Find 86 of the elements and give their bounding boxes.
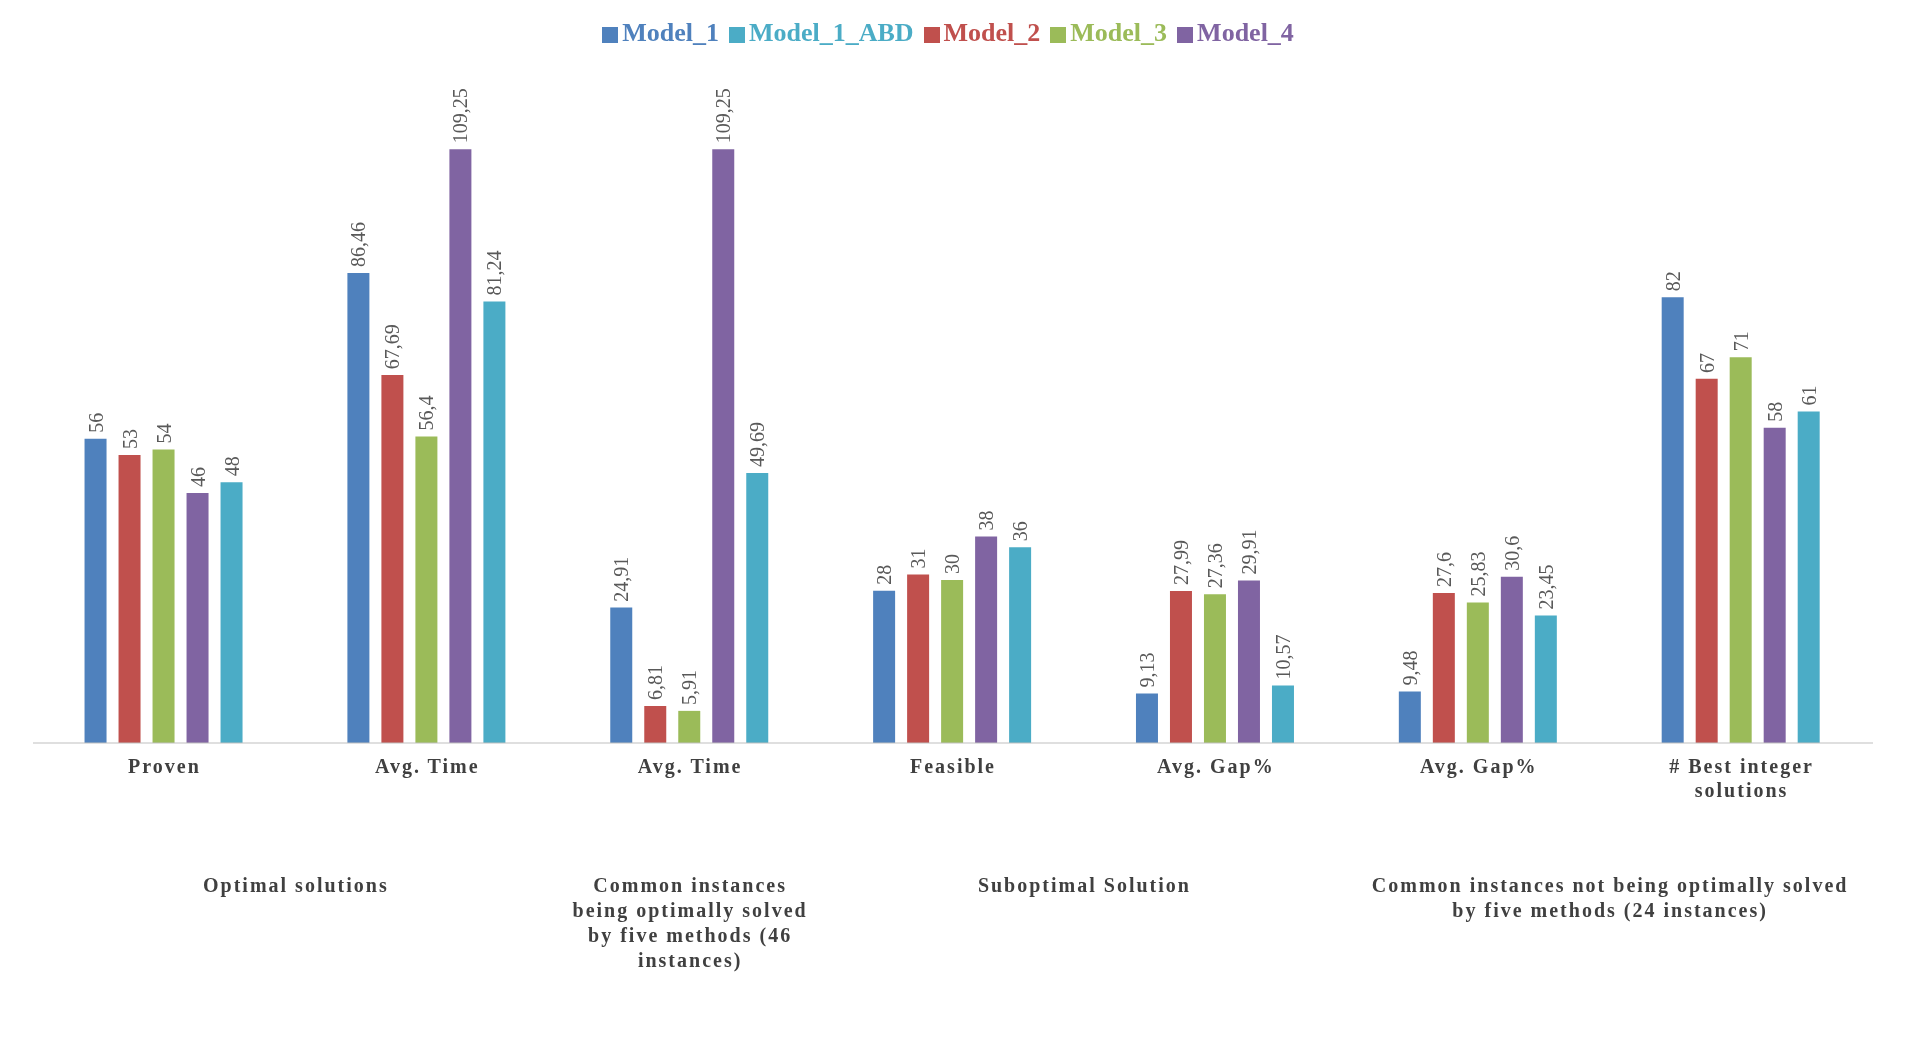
bar: [1729, 357, 1752, 743]
data-label: 61: [1797, 385, 1820, 406]
bar: [1203, 594, 1226, 743]
bar: [1009, 547, 1032, 743]
data-label: 5,91: [678, 669, 701, 705]
bar: [1661, 297, 1684, 743]
bar: [84, 438, 107, 743]
data-label: 30,6: [1500, 535, 1523, 571]
data-label: 27,36: [1203, 543, 1226, 589]
data-label: 9,13: [1135, 652, 1158, 688]
data-label: 56: [84, 412, 107, 433]
legend-label: Model_1_ABD: [748, 18, 914, 47]
bar: [152, 449, 175, 743]
data-label: 24,91: [610, 556, 633, 602]
bar: [746, 472, 769, 743]
data-label: 27,99: [1169, 539, 1192, 585]
data-label: 82: [1661, 271, 1684, 292]
legend-label: Model_3: [1070, 18, 1168, 47]
legend-label: Model_1: [622, 18, 719, 47]
x-tick-label: Avg. Gap%: [1419, 755, 1538, 778]
bar: [678, 710, 701, 743]
x-tick-label: Avg. Time: [637, 755, 743, 778]
data-label: 31: [907, 548, 930, 569]
bar: [1169, 590, 1192, 743]
bar: [610, 607, 633, 743]
data-label: 10,57: [1271, 634, 1294, 680]
text: Common instances being optimally solved by five methods (46 instances): [571, 873, 809, 973]
data-label: 36: [1009, 521, 1032, 542]
bar: [873, 590, 896, 743]
bar: [1398, 691, 1421, 743]
text: Common instances not being optimally solved by five methods (24 instances): [1370, 873, 1850, 923]
bar: [220, 482, 243, 743]
bar: [1500, 576, 1523, 743]
bar: [1797, 411, 1820, 743]
data-label: 27,6: [1432, 552, 1455, 587]
bar: [1237, 580, 1260, 743]
bar: [644, 705, 667, 743]
bar: [381, 375, 404, 743]
data-label: 6,81: [644, 664, 667, 700]
data-label: 54: [152, 423, 175, 444]
legend-label: Model_4: [1197, 18, 1294, 47]
text: Optimal solutions: [202, 873, 390, 898]
data-label: 23,45: [1534, 564, 1557, 610]
data-label: 67: [1695, 352, 1718, 373]
data-label: 49,69: [746, 421, 769, 467]
bar: [1466, 602, 1489, 743]
bar: [1763, 427, 1786, 743]
data-label: 56,4: [415, 395, 438, 431]
data-label: 28: [873, 564, 896, 585]
bar: [118, 454, 141, 743]
data-label: 48: [220, 456, 243, 477]
x-tick-label: Avg. Time: [374, 755, 480, 778]
data-label: 109,25: [449, 88, 472, 144]
data-label: 38: [975, 510, 998, 531]
bar: [1534, 615, 1557, 743]
data-label: 53: [118, 428, 141, 449]
bar: [975, 536, 998, 743]
bar: [712, 149, 735, 743]
data-label: 109,25: [712, 88, 735, 144]
data-label: 86,46: [347, 222, 370, 268]
bar: [347, 273, 370, 743]
x-tick-label: # Best integer solutions: [1669, 755, 1814, 801]
bar: [415, 436, 438, 743]
bar: [1271, 685, 1294, 743]
data-label: 29,91: [1237, 529, 1260, 575]
text: Suboptimal Solution: [976, 873, 1192, 898]
data-label: 9,48: [1398, 650, 1421, 686]
bar: [1135, 693, 1158, 743]
x-tick-label: Proven: [128, 755, 201, 777]
x-tick-label: Avg. Gap%: [1157, 755, 1275, 778]
legend-label: Model_2: [943, 18, 1041, 47]
data-label: 46: [186, 467, 209, 487]
data-label: 30: [941, 553, 964, 574]
x-tick-label: Feasible: [910, 755, 996, 777]
data-label: 81,24: [483, 250, 506, 296]
data-label: 71: [1729, 331, 1752, 352]
bar: [449, 149, 472, 743]
bar: [483, 301, 506, 743]
data-label: 67,69: [381, 324, 404, 370]
bar: [1432, 593, 1455, 743]
data-label: 25,83: [1466, 551, 1489, 597]
bar: [1695, 378, 1718, 743]
bar: [941, 579, 964, 743]
data-label: 58: [1763, 401, 1786, 422]
bar: [907, 574, 930, 743]
bar: [186, 493, 209, 743]
